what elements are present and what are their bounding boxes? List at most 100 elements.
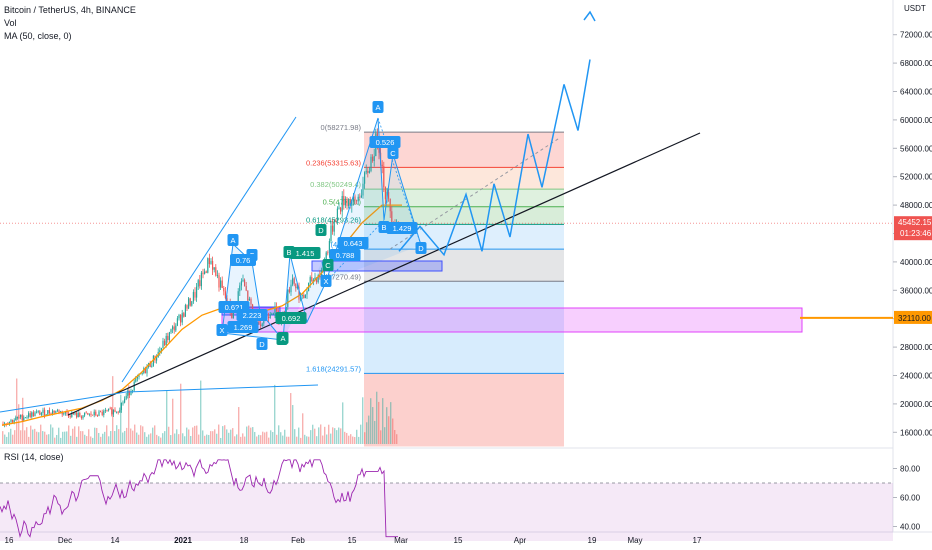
fib-level-label: 0.236(53315.63) — [306, 158, 362, 167]
candle-body — [112, 409, 114, 415]
candle-body — [96, 415, 98, 416]
pattern-label-text: 0.692 — [282, 314, 301, 323]
time-tick-label: May — [627, 536, 642, 545]
volume-bar — [188, 429, 190, 444]
candle-body — [215, 267, 217, 276]
candle-body — [237, 291, 239, 304]
volume-bar — [210, 431, 212, 444]
volume-bar — [336, 430, 338, 444]
volume-bar — [324, 426, 326, 444]
pattern-label: B — [378, 221, 390, 233]
candle-body — [298, 286, 300, 300]
volume-bar — [108, 436, 110, 444]
candle-body — [44, 409, 46, 416]
volume-bar — [182, 433, 184, 444]
candle-body — [364, 172, 366, 184]
candle-body — [368, 170, 370, 173]
candle-body — [160, 347, 162, 351]
candle-body — [170, 329, 172, 333]
volume-bar — [296, 436, 298, 444]
price-tick-label: 56000.00 — [900, 144, 932, 153]
channel-upper-line — [121, 116, 297, 383]
candle-body — [212, 261, 214, 270]
candle-body — [122, 402, 124, 404]
candle-body — [188, 298, 190, 309]
volume-bar — [158, 436, 160, 444]
candle-body — [88, 413, 90, 415]
candle-body — [176, 318, 178, 326]
candle-body — [56, 410, 58, 412]
candle-body — [144, 368, 146, 374]
candle-body — [200, 272, 202, 287]
time-tick-label: 16 — [5, 536, 14, 545]
candle-body — [370, 156, 372, 171]
candle-body — [128, 390, 130, 396]
currency-label: USDT — [904, 4, 926, 13]
candle-body — [10, 419, 12, 422]
candle-body — [272, 313, 274, 315]
volume-bar — [342, 402, 344, 444]
candle-body — [32, 412, 34, 417]
volume-bar — [218, 424, 220, 444]
pattern-label: A — [227, 234, 239, 246]
candle-body — [50, 413, 52, 415]
candle-body — [191, 301, 193, 306]
candle-body — [36, 411, 38, 413]
main-trendline — [67, 132, 701, 416]
volume-bar — [130, 428, 132, 444]
candle-body — [352, 196, 354, 202]
volume-bar — [52, 427, 54, 444]
volume-bar — [272, 431, 274, 444]
volume-bar — [390, 402, 392, 444]
pattern-label: B — [283, 246, 295, 258]
volume-bar — [132, 430, 134, 444]
pattern-label-bg — [289, 247, 321, 259]
volume-bar — [80, 431, 82, 444]
volume-bar — [14, 430, 16, 444]
candle-body — [84, 412, 86, 416]
candle-body — [87, 413, 89, 415]
candle-body — [316, 277, 318, 283]
volume-bar — [206, 434, 208, 444]
pattern-label-bg — [256, 338, 268, 350]
candle-body — [151, 365, 153, 367]
pattern-label-bg — [216, 324, 228, 336]
volume-bar — [276, 434, 278, 444]
volume-bar — [288, 436, 290, 444]
candle-body — [384, 187, 386, 200]
volume-bar — [224, 425, 226, 444]
candle-body — [175, 325, 177, 331]
pattern-label-text: C — [325, 261, 331, 270]
candle-body — [336, 208, 338, 222]
volume-bar — [236, 434, 238, 444]
candle-body — [340, 207, 342, 212]
volume-bar — [308, 436, 310, 444]
candle-body — [37, 411, 39, 413]
candle-body — [338, 207, 340, 209]
volume-bar — [140, 425, 142, 444]
volume-bar — [114, 431, 116, 444]
rsi-tick-label: 40.00 — [900, 523, 921, 532]
volume-bar — [2, 431, 4, 444]
candle-body — [103, 410, 105, 415]
volume-bar — [148, 434, 150, 444]
candle-body — [239, 285, 241, 292]
candle-body — [333, 221, 335, 232]
fib-level-label: 0.382(50249.4) — [310, 180, 361, 189]
volume-bar — [314, 428, 316, 444]
volume-bar — [48, 434, 50, 444]
candle-body — [292, 278, 294, 285]
volume-bar — [222, 426, 224, 444]
volume-bar — [174, 433, 176, 444]
fib-level-label: 0(58271.98) — [321, 123, 362, 132]
candle-body — [247, 290, 249, 301]
candle-body — [207, 258, 209, 273]
candle-body — [199, 280, 201, 287]
candle-body — [213, 267, 215, 270]
volume-bar — [170, 435, 172, 444]
candle-body — [295, 283, 297, 289]
candle-body — [204, 271, 206, 275]
volume-bar — [26, 427, 28, 444]
